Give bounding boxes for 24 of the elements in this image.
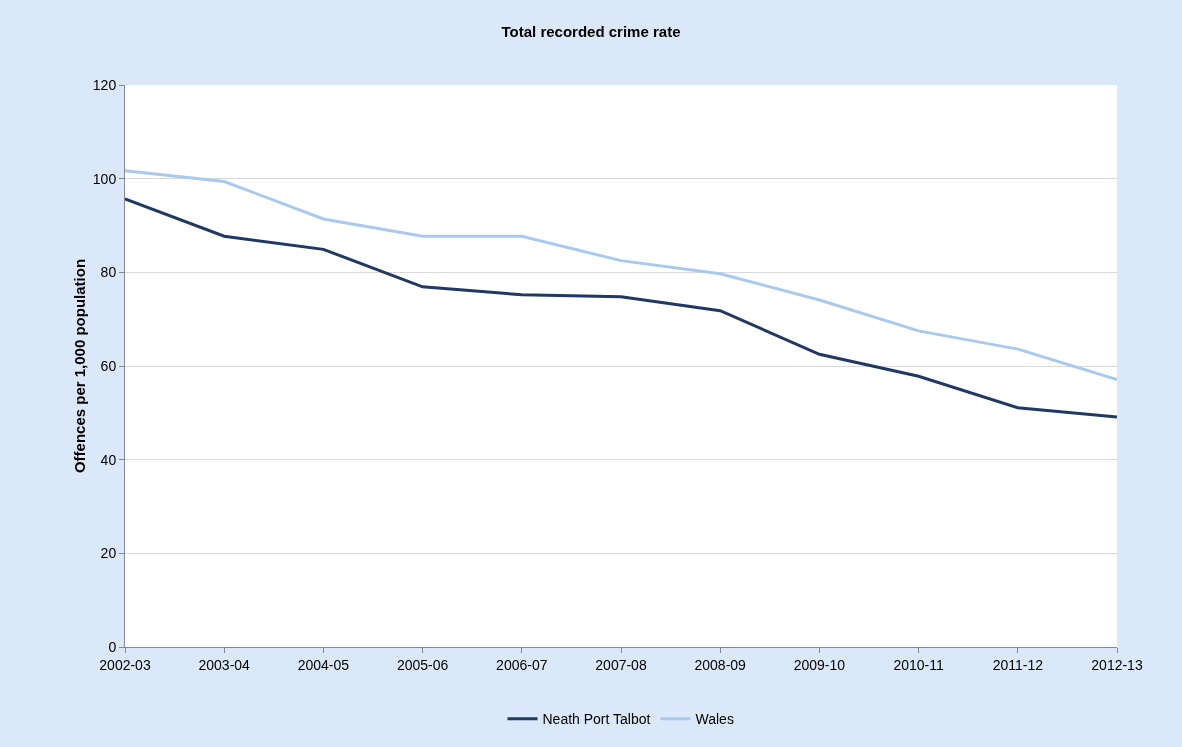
x-tick-label: 2008-09 [694, 656, 747, 673]
line-series [125, 197, 1117, 419]
y-tick-label: 20 [100, 545, 117, 562]
x-tick-label: 2003-04 [198, 656, 251, 673]
y-tick-label: 80 [100, 264, 117, 281]
legend-label: Wales [695, 711, 734, 728]
y-tick-label: 100 [92, 170, 117, 187]
x-tick-label: 2009-10 [793, 656, 846, 673]
chart-title: Total recorded crime rate [501, 22, 681, 40]
y-axis-title: Offences per 1,000 population [71, 258, 88, 474]
x-tick-label: 2004-05 [297, 656, 350, 673]
x-tick-label: 2010-11 [893, 656, 944, 673]
y-tick-label: 120 [92, 76, 117, 93]
y-tick-label: 60 [100, 357, 117, 374]
x-tick-label: 2002-03 [99, 656, 151, 673]
y-tick-label: 40 [100, 451, 117, 468]
x-tick-label: 2012-13 [1091, 656, 1143, 673]
line-series [125, 169, 1117, 382]
x-tick-label: 2005-06 [396, 656, 449, 673]
x-tick-label: 2006-07 [496, 656, 548, 673]
legend-label: Neath Port Talbot [542, 711, 651, 728]
x-tick-label: 2007-08 [595, 656, 647, 673]
y-tick-label: 0 [108, 638, 117, 655]
x-tick-label: 2011-12 [992, 656, 1044, 673]
